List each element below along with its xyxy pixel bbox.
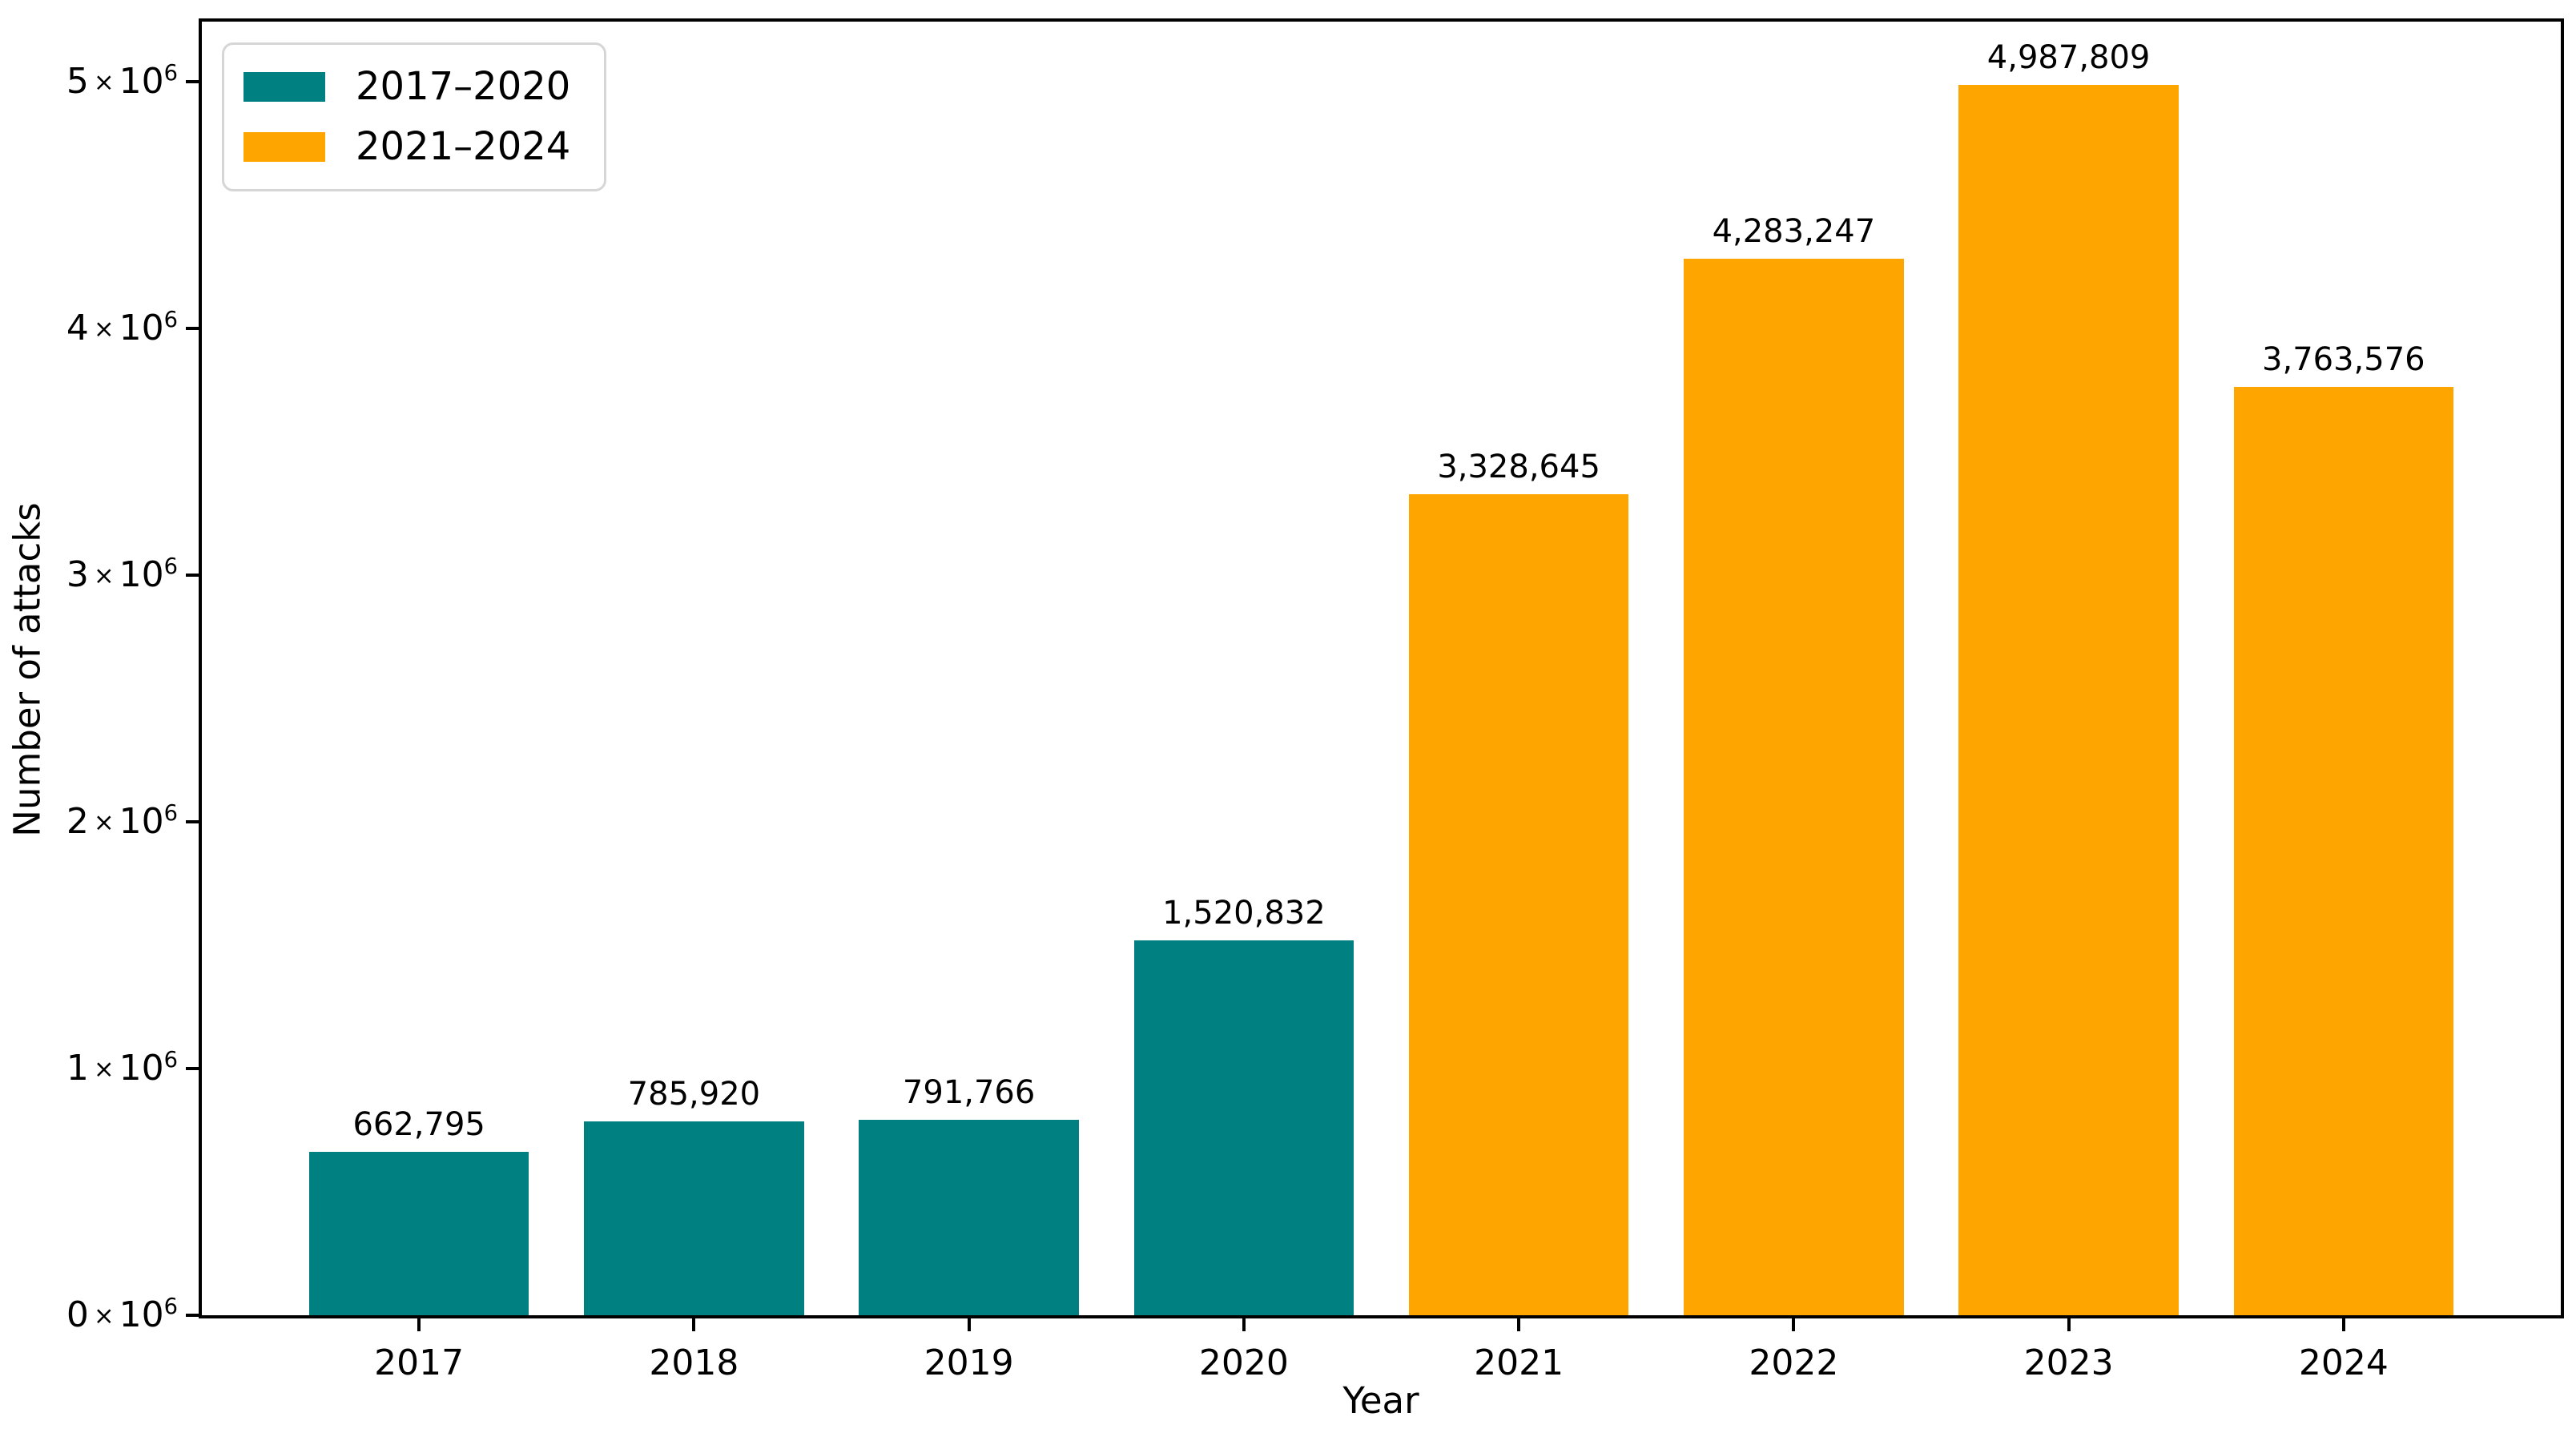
x-tick-label-2023: 2023 bbox=[2023, 1342, 2114, 1383]
y-tick-label-3: 3 × 106 bbox=[66, 553, 178, 595]
bar-2023 bbox=[1958, 84, 2179, 1315]
x-tick-label-2017: 2017 bbox=[374, 1342, 465, 1383]
y-tick-label-4: 4 × 106 bbox=[66, 307, 178, 348]
y-tick-mark-0 bbox=[186, 1314, 199, 1317]
x-axis-title: Year bbox=[1342, 1379, 1419, 1422]
value-label-2017: 662,795 bbox=[352, 1105, 485, 1143]
legend-item: 2017–2020 bbox=[244, 66, 570, 108]
value-label-2019: 791,766 bbox=[902, 1074, 1036, 1112]
x-tick-label-2022: 2022 bbox=[1749, 1342, 1839, 1383]
x-tick-mark-2022 bbox=[1792, 1318, 1796, 1331]
bar-2017 bbox=[308, 1151, 529, 1315]
legend: 2017–2020 2021–2024 bbox=[222, 42, 607, 191]
value-label-2022: 4,283,247 bbox=[1712, 212, 1876, 250]
x-tick-mark-2021 bbox=[1517, 1318, 1521, 1331]
x-tick-mark-2017 bbox=[417, 1318, 421, 1331]
bar-2020 bbox=[1133, 940, 1354, 1315]
x-tick-mark-2020 bbox=[1242, 1318, 1246, 1331]
x-tick-label-2018: 2018 bbox=[649, 1342, 739, 1383]
legend-swatch-orange bbox=[244, 131, 325, 162]
x-tick-label-2019: 2019 bbox=[924, 1342, 1014, 1383]
bar-2024 bbox=[2233, 386, 2454, 1315]
value-label-2018: 785,920 bbox=[627, 1075, 761, 1113]
y-tick-label-1: 1 × 106 bbox=[66, 1047, 178, 1089]
legend-label: 2021–2024 bbox=[356, 123, 571, 169]
x-tick-mark-2024 bbox=[2341, 1318, 2345, 1331]
value-label-2023: 4,987,809 bbox=[1986, 38, 2151, 76]
plot-frame bbox=[199, 18, 2564, 1318]
plot-area: 0 × 106 1 × 106 2 × 106 3 × 106 4 × 106 5 × 106 662,795 201… bbox=[66, 22, 2561, 1381]
y-axis-title: Number of attacks bbox=[6, 502, 49, 837]
x-tick-mark-2019 bbox=[967, 1318, 971, 1331]
x-tick-label-2021: 2021 bbox=[1474, 1342, 1564, 1383]
y-tick-mark-3 bbox=[186, 573, 199, 577]
x-tick-label-2024: 2024 bbox=[2298, 1342, 2389, 1383]
bar-2019 bbox=[859, 1120, 1079, 1315]
legend-label: 2017–2020 bbox=[356, 64, 571, 109]
bar-2022 bbox=[1684, 258, 1904, 1315]
y-tick-mark-1 bbox=[186, 1066, 199, 1070]
x-tick-mark-2023 bbox=[2067, 1318, 2071, 1331]
value-label-2024: 3,763,576 bbox=[2262, 340, 2425, 378]
x-tick-label-2020: 2020 bbox=[1198, 1342, 1289, 1383]
x-tick-mark-2018 bbox=[692, 1318, 696, 1331]
value-label-2020: 1,520,832 bbox=[1162, 894, 1326, 932]
value-label-2021: 3,328,645 bbox=[1437, 448, 1600, 485]
y-tick-label-2: 2 × 106 bbox=[66, 800, 178, 842]
bar-2021 bbox=[1408, 493, 1629, 1315]
y-tick-label-0: 0 × 106 bbox=[66, 1294, 178, 1335]
y-tick-mark-5 bbox=[186, 79, 199, 83]
y-tick-label-5: 5 × 106 bbox=[66, 60, 178, 102]
y-tick-mark-2 bbox=[186, 819, 199, 823]
bar-2018 bbox=[584, 1121, 804, 1315]
legend-swatch-teal bbox=[244, 71, 325, 102]
y-tick-mark-4 bbox=[186, 326, 199, 330]
legend-item: 2021–2024 bbox=[244, 123, 571, 169]
